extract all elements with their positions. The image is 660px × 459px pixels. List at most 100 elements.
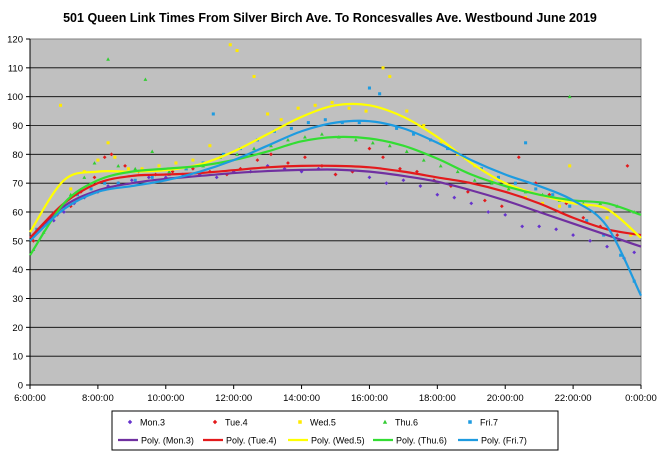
y-tick-label: 10 (12, 352, 23, 363)
data-point (235, 49, 239, 53)
data-point (439, 141, 443, 145)
x-tick-label: 20:00:00 (487, 393, 524, 404)
data-point (490, 178, 494, 182)
data-point (133, 166, 138, 171)
data-point (211, 112, 215, 116)
legend-label: Poly. (Mon.3) (141, 436, 194, 446)
data-point (381, 155, 385, 160)
data-point (266, 112, 270, 116)
y-tick-label: 80 (12, 150, 23, 161)
legend-box (111, 410, 559, 451)
data-point (378, 92, 382, 96)
data-point (303, 155, 307, 160)
trendline-poly-thu-6- (29, 135, 642, 256)
legend-marker (127, 419, 133, 425)
data-point (353, 138, 358, 142)
data-point (116, 181, 120, 185)
data-point (516, 155, 521, 160)
data-point (69, 187, 73, 191)
data-point (370, 140, 375, 145)
data-point (106, 57, 110, 61)
data-point (503, 212, 508, 217)
data-point (452, 195, 457, 200)
y-tick-label: 110 (8, 63, 23, 74)
data-point (415, 169, 419, 174)
data-point (435, 192, 440, 197)
data-point (455, 169, 460, 174)
data-point (364, 109, 368, 113)
data-point (170, 169, 175, 174)
data-point (96, 158, 100, 162)
data-point (82, 175, 87, 179)
x-tick-label: 22:00:00 (555, 393, 592, 404)
data-point (333, 172, 338, 177)
data-point (129, 178, 134, 183)
data-point (469, 201, 474, 206)
data-point (387, 143, 392, 148)
data-point (404, 149, 409, 153)
legend-marker (298, 420, 302, 424)
data-point (174, 161, 178, 165)
legend-label: Poly. (Thu.6) (396, 436, 447, 446)
data-point (534, 187, 538, 191)
data-point (269, 143, 273, 148)
legend-label: Poly. (Wed.5) (311, 436, 365, 446)
x-tick-label: 0:00:00 (625, 393, 657, 404)
data-point (588, 238, 592, 243)
data-point (269, 152, 273, 157)
y-tick-label: 30 (12, 294, 23, 305)
legend-label: Thu.6 (395, 418, 418, 428)
data-point (133, 178, 137, 182)
data-point (109, 152, 114, 157)
y-tick-label: 70 (12, 179, 23, 190)
data-point (306, 121, 310, 125)
data-point (235, 152, 239, 156)
legend-label: Tue.4 (225, 418, 248, 428)
data-point (296, 106, 300, 110)
data-point (615, 233, 620, 237)
data-point (405, 109, 409, 113)
data-point (68, 204, 73, 209)
legend-marker (382, 419, 388, 424)
data-point (381, 66, 385, 70)
data-point (123, 163, 127, 168)
data-point (388, 74, 392, 79)
data-point (106, 141, 110, 145)
data-point (496, 175, 500, 179)
data-point (421, 158, 426, 162)
data-point (208, 144, 212, 148)
data-point (581, 215, 586, 220)
data-point (357, 121, 361, 125)
data-point (571, 233, 576, 237)
data-point (89, 187, 93, 191)
legend-marker (468, 420, 472, 424)
data-point (551, 193, 555, 197)
data-point (524, 141, 528, 145)
data-point (255, 158, 260, 162)
x-tick-label: 16:00:00 (351, 393, 388, 404)
data-point (568, 164, 572, 168)
data-point (398, 166, 402, 171)
data-point (330, 100, 334, 104)
x-tick-label: 10:00:00 (147, 393, 184, 404)
y-tick-label: 40 (12, 265, 23, 276)
x-tick-label: 12:00:00 (215, 393, 252, 404)
data-point (289, 126, 293, 130)
data-point (163, 175, 168, 180)
data-point (384, 181, 389, 186)
data-point (506, 187, 511, 191)
data-point (221, 152, 226, 156)
data-point (585, 219, 589, 223)
y-tick-label: 50 (12, 236, 23, 247)
data-point (418, 184, 423, 188)
data-point (92, 161, 97, 165)
trendline-poly-tue-4- (29, 164, 642, 239)
y-tick-label: 120 (7, 35, 23, 46)
data-point (486, 210, 491, 214)
data-point (605, 244, 609, 249)
legend-label: Wed.5 (310, 418, 336, 428)
data-point (191, 158, 195, 162)
chart-title: 501 Queen Link Times From Silver Birch A… (63, 11, 597, 25)
data-point (629, 233, 633, 237)
